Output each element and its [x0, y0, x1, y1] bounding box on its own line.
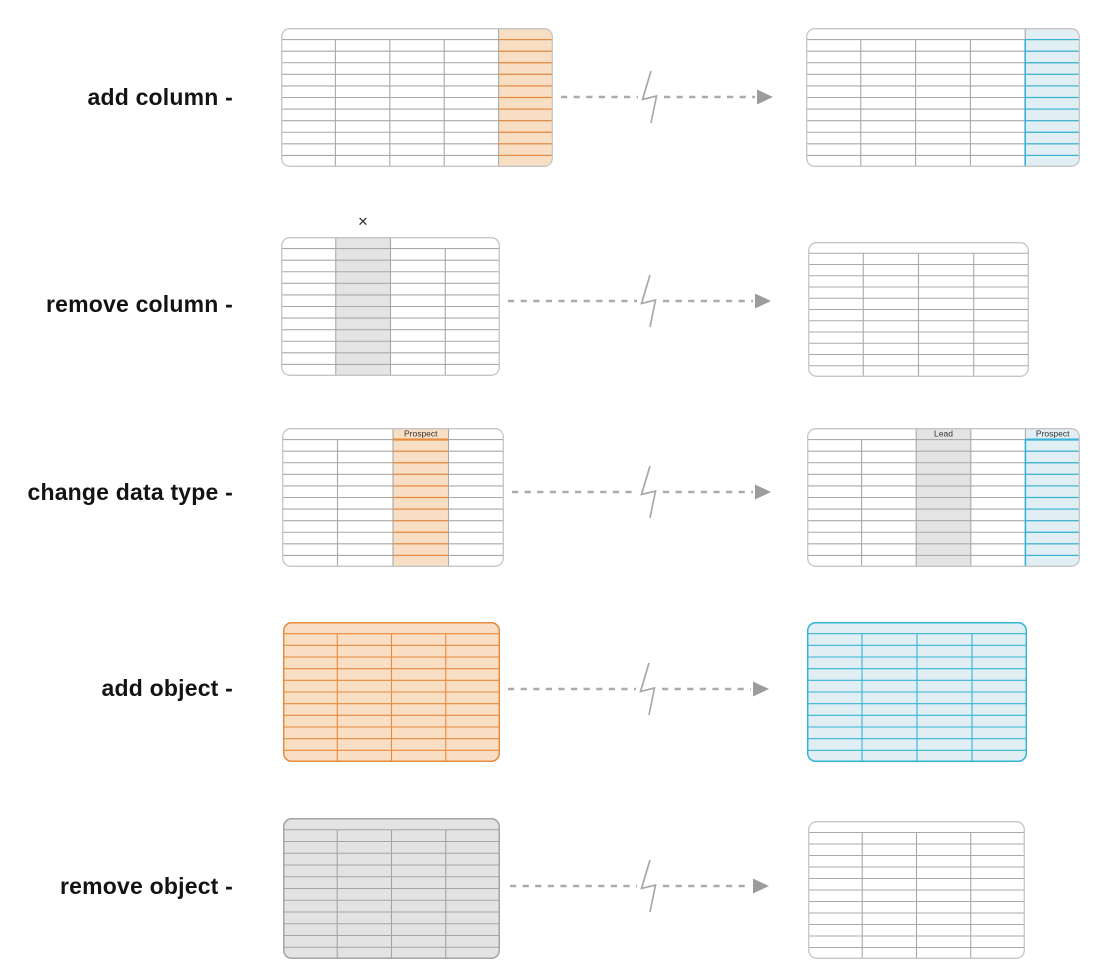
sync-arrow	[508, 662, 769, 716]
table-border	[808, 821, 1025, 959]
change-data-type-after-table: Lead Prospect	[807, 428, 1080, 567]
table-border	[808, 242, 1029, 377]
add-column-before-table	[281, 28, 553, 167]
operation-label-remove-column: remove column -	[45, 291, 233, 317]
table-border	[807, 428, 1080, 567]
sync-pulse-icon	[640, 465, 657, 519]
sync-arrow	[561, 70, 773, 124]
table-border	[283, 818, 500, 959]
sync-arrow	[510, 859, 769, 913]
operation-label-add-column: add column -	[87, 84, 233, 110]
remove-object-after-table	[808, 821, 1025, 959]
table-border	[282, 428, 504, 567]
table-border	[807, 622, 1027, 762]
sync-pulse-icon	[639, 662, 656, 716]
remove-object-before-table	[283, 818, 500, 959]
remove-column-marker: ✕	[357, 214, 369, 229]
column-header-label: Prospect	[1036, 428, 1070, 438]
sync-arrow	[512, 465, 771, 519]
add-object-before-table	[283, 622, 500, 762]
arrowhead-icon	[755, 293, 771, 309]
add-object-after-table	[807, 622, 1027, 762]
sync-arrow	[508, 274, 771, 328]
table-border	[283, 622, 500, 762]
operation-label-add-object: add object -	[101, 675, 233, 701]
change-data-type-before-table: Prospect	[282, 428, 504, 567]
table-border	[281, 28, 553, 167]
arrowhead-icon	[757, 89, 773, 105]
sync-pulse-icon	[641, 70, 658, 124]
arrowhead-icon	[753, 681, 769, 697]
remove-column-before-table	[281, 237, 500, 376]
operation-label-remove-object: remove object -	[60, 873, 233, 899]
table-border	[281, 237, 500, 376]
sync-pulse-icon	[640, 274, 657, 328]
sync-pulse-icon	[640, 859, 657, 913]
remove-column-after-table	[808, 242, 1029, 377]
column-header-label: Lead	[934, 428, 953, 438]
arrowhead-icon	[753, 878, 769, 894]
add-column-after-table	[806, 28, 1080, 167]
column-header-label: Prospect	[404, 428, 438, 438]
arrowhead-icon	[755, 484, 771, 500]
operation-label-change-data-type: change data type -	[27, 479, 233, 505]
table-border	[806, 28, 1080, 167]
